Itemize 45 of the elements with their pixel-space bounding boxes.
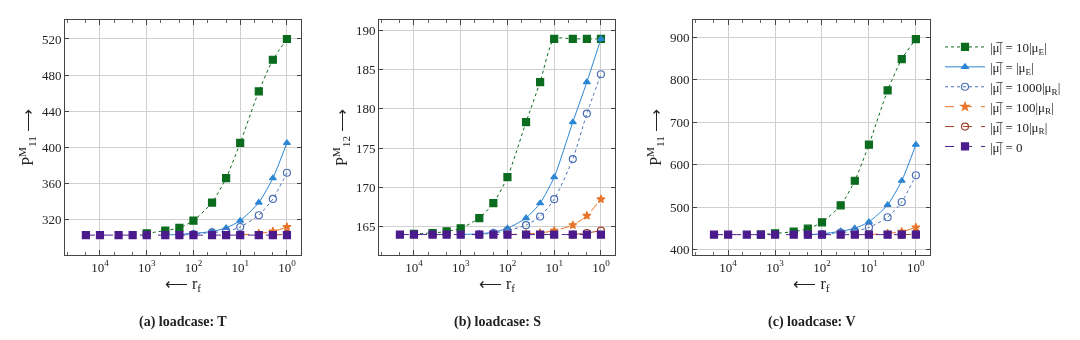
x-tick-label: 10$^{3}$ xyxy=(137,258,156,275)
y-tick-label: 520 xyxy=(41,31,62,47)
x-tick-label: 10$^{4}$ xyxy=(405,258,424,275)
y-tick-label: 400 xyxy=(41,139,62,155)
x-tick-label: 10$^{0}$ xyxy=(592,258,611,275)
x-tick-label: 10$^{2}$ xyxy=(498,258,517,275)
y-tick-label: 175 xyxy=(355,140,376,156)
y-tick-label: 320 xyxy=(41,212,62,228)
x-tick-label: 10$^{3}$ xyxy=(766,258,785,275)
y-tick-label: 700 xyxy=(669,114,690,130)
x-tick-label: 10$^{0}$ xyxy=(907,258,926,275)
y-tick-label: 600 xyxy=(669,157,690,173)
text: (c) loadcase: V xyxy=(768,314,856,330)
x-axis-title: ⟵ r$_{f}$ xyxy=(793,274,830,294)
text: (a) loadcase: T xyxy=(139,314,228,330)
x-tick-label: 10$^{1}$ xyxy=(231,258,249,275)
x-tick-label: 10$^{4}$ xyxy=(91,258,110,275)
legend-label: |μ̅| = 10|μ$_{E}$| xyxy=(990,40,1047,57)
x-tick-label: 10$^{1}$ xyxy=(860,258,878,275)
x-tick-label: 10$^{3}$ xyxy=(451,258,470,275)
legend-label: |μ̅| = |μ$_{E}$| xyxy=(990,59,1034,77)
text: (b) loadcase: S xyxy=(454,314,542,330)
y-tick-label: 500 xyxy=(669,199,690,215)
y-tick-label: 360 xyxy=(41,176,62,192)
y-tick-label: 170 xyxy=(355,179,376,195)
x-tick-label: 10$^{2}$ xyxy=(184,258,203,275)
legend-label: |μ̅| = 10|μ$_{R}$| xyxy=(990,119,1048,137)
y-tick-label: 190 xyxy=(355,22,376,38)
y-tick-label: 900 xyxy=(669,29,690,45)
y-tick-label: 440 xyxy=(41,103,62,119)
x-tick-label: 10$^{2}$ xyxy=(813,258,832,275)
x-axis-title: ⟵ r$_{f}$ xyxy=(164,274,202,294)
y-tick-label: 400 xyxy=(669,242,690,258)
legend-label: |μ̅| = 100|μ$_{R}$| xyxy=(990,99,1054,117)
y-tick-label: 480 xyxy=(41,67,62,83)
legend-label: |μ̅| = 1000|μ$_{R}$| xyxy=(990,79,1061,97)
y-tick-label: 165 xyxy=(355,219,376,235)
x-axis-title: ⟵ r$_{f}$ xyxy=(478,274,516,294)
x-tick-label: 10$^{0}$ xyxy=(278,258,297,275)
y-tick-label: 180 xyxy=(355,101,376,117)
y-tick-label: 800 xyxy=(669,72,690,88)
x-tick-label: 10$^{4}$ xyxy=(719,258,738,275)
legend-label: |μ̅| = 0 xyxy=(990,139,1023,155)
y-tick-label: 185 xyxy=(355,62,376,78)
x-tick-label: 10$^{1}$ xyxy=(545,258,563,275)
